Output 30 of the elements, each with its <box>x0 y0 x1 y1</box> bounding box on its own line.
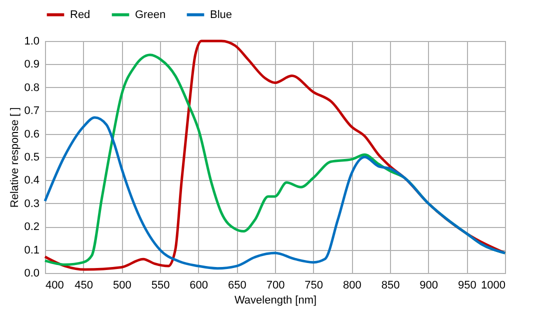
y-tick-label: 0.0 <box>24 268 40 280</box>
x-tick-label: 900 <box>420 280 438 292</box>
legend-label: Green <box>135 8 166 21</box>
y-tick-label: 0.6 <box>24 128 40 140</box>
x-tick-label: 450 <box>74 280 94 292</box>
x-tick-label: 650 <box>228 280 246 292</box>
x-tick-label: 600 <box>190 280 208 292</box>
y-tick-label: 0.1 <box>24 244 40 256</box>
x-tick-label: 800 <box>342 280 362 292</box>
y-tick-label: 0.7 <box>24 105 40 118</box>
legend-label: Blue <box>210 8 232 21</box>
y-tick-label: 0.5 <box>24 152 40 164</box>
y-tick-label: 0.9 <box>24 58 40 71</box>
y-tick-label: 0.8 <box>24 82 40 94</box>
x-tick-label: 400 <box>46 280 64 292</box>
x-tick-label: 500 <box>112 280 132 292</box>
y-tick-label: 0.3 <box>24 198 40 210</box>
x-tick-label: 550 <box>151 280 170 292</box>
legend-label: Red <box>70 8 90 21</box>
x-tick-label: 850 <box>381 280 400 292</box>
x-tick-label: 700 <box>266 280 285 292</box>
y-tick-label: 0.2 <box>24 221 40 234</box>
x-axis-title: Wavelength [nm] <box>234 294 317 306</box>
x-tick-label: 950 <box>458 280 476 292</box>
line-series <box>44 116 506 270</box>
y-axis-title: Relative response [ ] <box>9 107 22 208</box>
x-tick-label: 750 <box>304 280 324 292</box>
x-tick-label: 1000 <box>481 280 506 292</box>
y-tick-label: 1.0 <box>24 36 40 48</box>
y-tick-label: 0.4 <box>24 174 40 187</box>
